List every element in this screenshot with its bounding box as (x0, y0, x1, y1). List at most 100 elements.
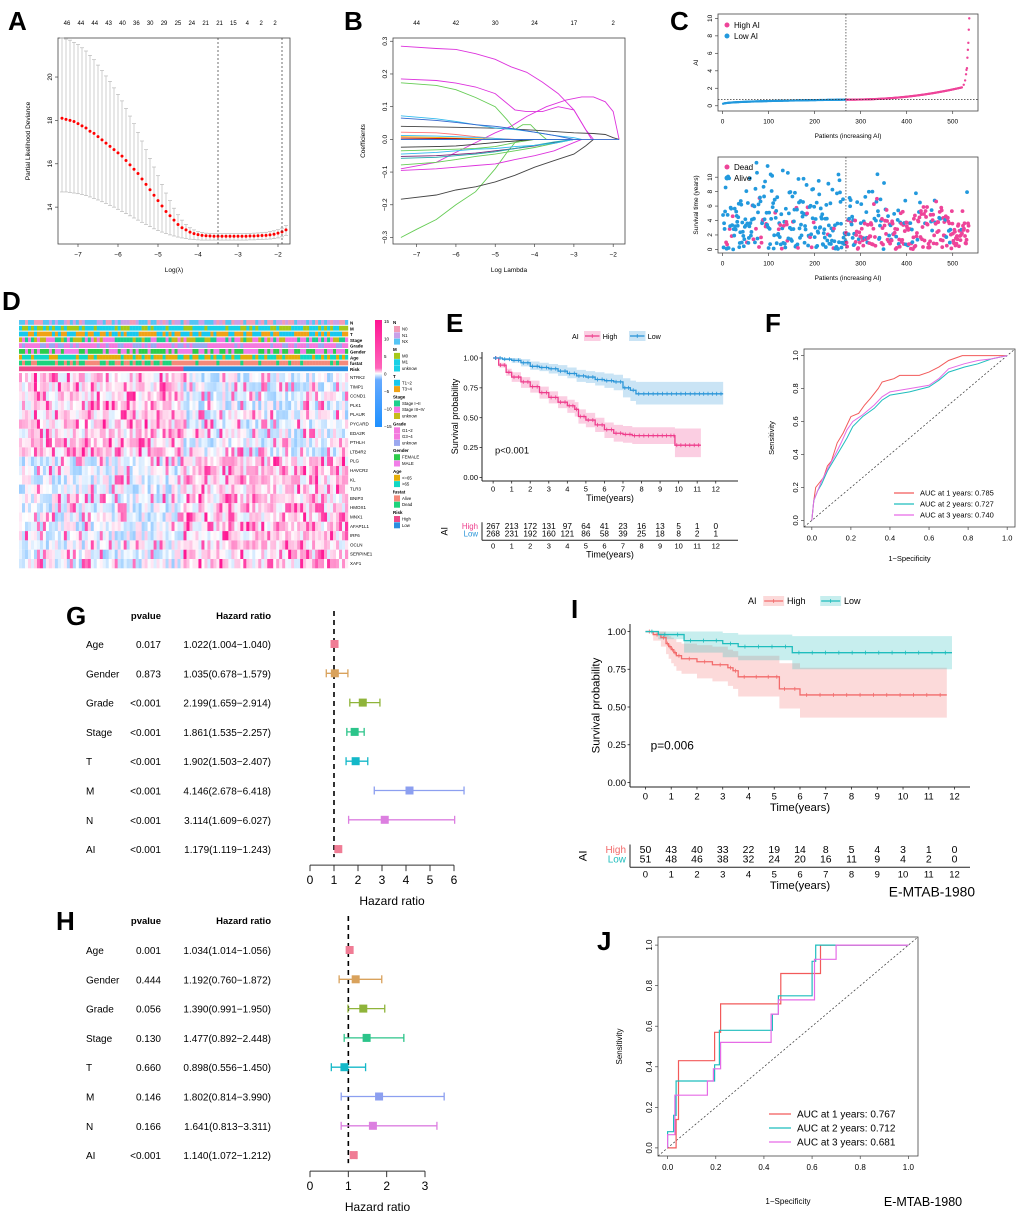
survival-point (818, 206, 823, 211)
survival-point (823, 245, 828, 249)
annotation-cell (147, 325, 151, 331)
annotation-cell (321, 343, 325, 348)
heatmap-cell (306, 549, 310, 559)
heatmap-cell (132, 521, 136, 532)
annotation-cell (105, 349, 109, 354)
heatmap-cell (75, 549, 80, 559)
annotation-cell (24, 320, 29, 325)
coefficient-path (400, 138, 574, 155)
heatmap-cell (39, 503, 44, 513)
heatmap-cell (339, 456, 343, 466)
data-point (160, 204, 164, 208)
survival-point (837, 240, 841, 245)
heatmap-cell (66, 428, 71, 439)
heatmap-cell (249, 400, 253, 411)
annotation-cell (120, 343, 124, 348)
survival-point (869, 222, 874, 227)
heatmap-cell (138, 447, 142, 457)
heatmap-cell (180, 382, 184, 392)
heatmap-cell (243, 559, 247, 569)
annotation-cell (261, 354, 265, 360)
heatmap-cell (270, 400, 274, 411)
heatmap-cell (123, 447, 127, 457)
heatmap-cell (153, 410, 157, 420)
survival-point (965, 190, 969, 195)
survival-point (818, 225, 823, 230)
heatmap-cell (72, 493, 77, 504)
heatmap-cell (213, 512, 217, 522)
heatmap-cell (267, 373, 271, 383)
survival-point (914, 234, 919, 239)
heatmap-cell (276, 549, 280, 559)
y-tick-label: 8 (707, 34, 714, 38)
heatmap-cell (252, 400, 256, 411)
annotation-cell (294, 337, 298, 343)
heatmap-cell (288, 391, 292, 401)
heatmap-cell (333, 512, 337, 522)
annotation-cell (252, 354, 256, 360)
heatmap-cell (324, 456, 328, 466)
annotation-cell (318, 349, 322, 354)
heatmap-cell (324, 540, 328, 550)
heatmap-cell (129, 447, 133, 457)
heatmap-cell (24, 419, 29, 429)
heatmap-cell (234, 410, 238, 420)
heatmap-cell (228, 512, 232, 522)
survival-point (822, 235, 827, 240)
heatmap-cell (144, 540, 148, 550)
heatmap-cell (285, 447, 289, 457)
heatmap-cell (327, 475, 331, 485)
annotation-cell (102, 360, 106, 366)
heatmap-cell (129, 466, 133, 476)
annotation-cell (120, 360, 124, 366)
heatmap-cell (39, 410, 44, 420)
annotation-cell (294, 360, 298, 366)
heatmap-cell (21, 400, 26, 411)
heatmap-cell (102, 503, 106, 513)
heatmap-cell (45, 549, 50, 559)
heatmap-cell (279, 493, 283, 504)
annotation-cell (51, 325, 56, 331)
heatmap-cell (216, 549, 220, 559)
heatmap-cell (27, 512, 32, 522)
heatmap-cell (228, 484, 232, 494)
heatmap-cell (267, 428, 271, 439)
heatmap-cell (129, 382, 133, 392)
heatmap-cell (288, 447, 292, 457)
heatmap-cell (168, 484, 172, 494)
data-point (124, 159, 128, 163)
annotation-cell (54, 360, 59, 366)
annotation-cell (150, 337, 154, 343)
annotation-cell (60, 343, 65, 348)
top-tick-label: 2 (259, 21, 263, 27)
heatmap-cell (99, 484, 103, 494)
heatmap-cell (204, 456, 208, 466)
heatmap-cell (246, 503, 250, 513)
annotation-cell (87, 354, 91, 360)
heatmap-cell (327, 447, 331, 457)
heatmap-cell (57, 512, 62, 522)
heatmap-cell (195, 373, 199, 383)
heatmap-cell (312, 382, 316, 392)
heatmap-cell (282, 540, 286, 550)
heatmap-cell (189, 428, 193, 439)
heatmap-cell (342, 428, 346, 439)
heatmap-cell (66, 447, 71, 457)
annotation-cell (312, 331, 316, 337)
annotation-cell (234, 320, 238, 325)
heatmap-cell (201, 410, 205, 420)
heatmap-cell (177, 484, 181, 494)
heatmap-cell (129, 410, 133, 420)
heatmap-cell (105, 438, 109, 448)
annotation-cell (210, 337, 214, 343)
data-point (156, 199, 160, 203)
annotation-cell (297, 343, 301, 348)
survival-point (815, 244, 820, 248)
heatmap-cell (270, 438, 274, 448)
annotation-cell (129, 343, 133, 348)
heatmap-cell (195, 447, 199, 457)
heatmap-cell (99, 540, 103, 550)
heatmap-cell (336, 382, 340, 392)
heatmap-cell (96, 419, 100, 429)
heatmap-cell (186, 559, 190, 569)
